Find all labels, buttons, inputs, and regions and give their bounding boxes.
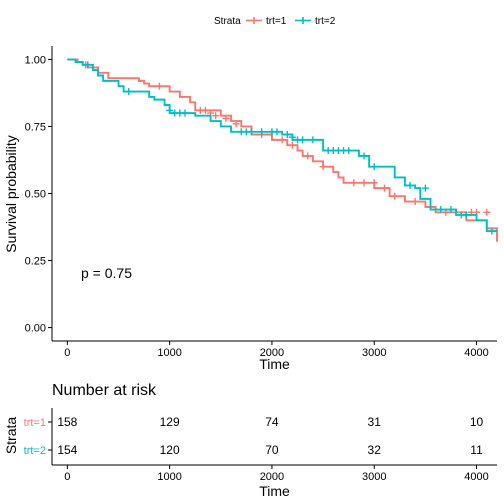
risk-count-trt2: 120 bbox=[160, 443, 180, 457]
risk-count-trt1: 10 bbox=[470, 415, 484, 429]
x-axis-title: Time bbox=[259, 356, 290, 372]
x-tick-label: 0 bbox=[64, 347, 70, 359]
survival-plot: Survival probability 0.00 0.25 0.50 0.75 1.0… bbox=[3, 46, 498, 372]
risk-table-y-title: Strata bbox=[3, 417, 19, 455]
risk-x-tick-label: 1000 bbox=[157, 471, 181, 483]
risk-count-trt2: 154 bbox=[57, 443, 77, 457]
risk-x-tick-label: 4000 bbox=[464, 471, 488, 483]
risk-count-trt1: 31 bbox=[368, 415, 382, 429]
y-tick-label: 1.00 bbox=[25, 54, 46, 66]
risk-row-label-trt1: trt=1 bbox=[24, 417, 46, 429]
x-tick-label: 3000 bbox=[362, 347, 386, 359]
y-tick-label: 0.00 bbox=[25, 323, 46, 335]
x-tick-label: 2000 bbox=[260, 347, 284, 359]
risk-table-title: Number at risk bbox=[52, 382, 157, 399]
x-tick-label: 4000 bbox=[464, 347, 488, 359]
risk-count-trt1: 74 bbox=[265, 415, 279, 429]
risk-count-trt2: 11 bbox=[470, 443, 483, 457]
y-axis-ticks: 0.00 0.25 0.50 0.75 1.00 bbox=[25, 54, 52, 335]
y-tick-label: 0.50 bbox=[25, 189, 46, 201]
p-value-annotation: p = 0.75 bbox=[81, 265, 132, 281]
y-tick-label: 0.75 bbox=[25, 121, 46, 133]
legend-label-trt1: trt=1 bbox=[266, 16, 287, 27]
y-axis-title: Survival probability bbox=[3, 135, 19, 253]
legend-item-trt1: trt=1 bbox=[246, 16, 287, 27]
risk-count-trt1: 129 bbox=[160, 415, 180, 429]
risk-count-trt2: 70 bbox=[265, 443, 279, 457]
risk-x-axis-title: Time bbox=[259, 483, 290, 499]
survival-curve-trt1 bbox=[67, 58, 498, 242]
risk-x-axis-ticks: 0 1000 2000 3000 4000 bbox=[64, 465, 489, 483]
survival-curves bbox=[67, 58, 498, 242]
x-tick-label: 1000 bbox=[157, 347, 181, 359]
legend-title: Strata bbox=[214, 16, 241, 27]
y-tick-label: 0.25 bbox=[25, 256, 46, 268]
survival-curve-trt2 bbox=[67, 58, 497, 232]
risk-count-trt2: 32 bbox=[368, 443, 382, 457]
legend: Strata trt=1 trt=2 bbox=[214, 16, 336, 27]
risk-table: Number at risk Strata trt=1 158 129 74 31 10t… bbox=[3, 382, 497, 499]
risk-x-tick-label: 0 bbox=[64, 471, 70, 483]
legend-item-trt2: trt=2 bbox=[295, 16, 336, 27]
risk-count-trt1: 158 bbox=[57, 415, 77, 429]
x-axis-ticks: 0 1000 2000 3000 4000 bbox=[64, 341, 489, 359]
risk-row-label-trt2: trt=2 bbox=[24, 445, 46, 457]
risk-x-tick-label: 2000 bbox=[260, 471, 284, 483]
risk-table-rows: trt=1 158 129 74 31 10 trt=2 154 120 70 32 11 bbox=[24, 415, 484, 457]
risk-x-tick-label: 3000 bbox=[362, 471, 386, 483]
legend-label-trt2: trt=2 bbox=[315, 16, 336, 27]
